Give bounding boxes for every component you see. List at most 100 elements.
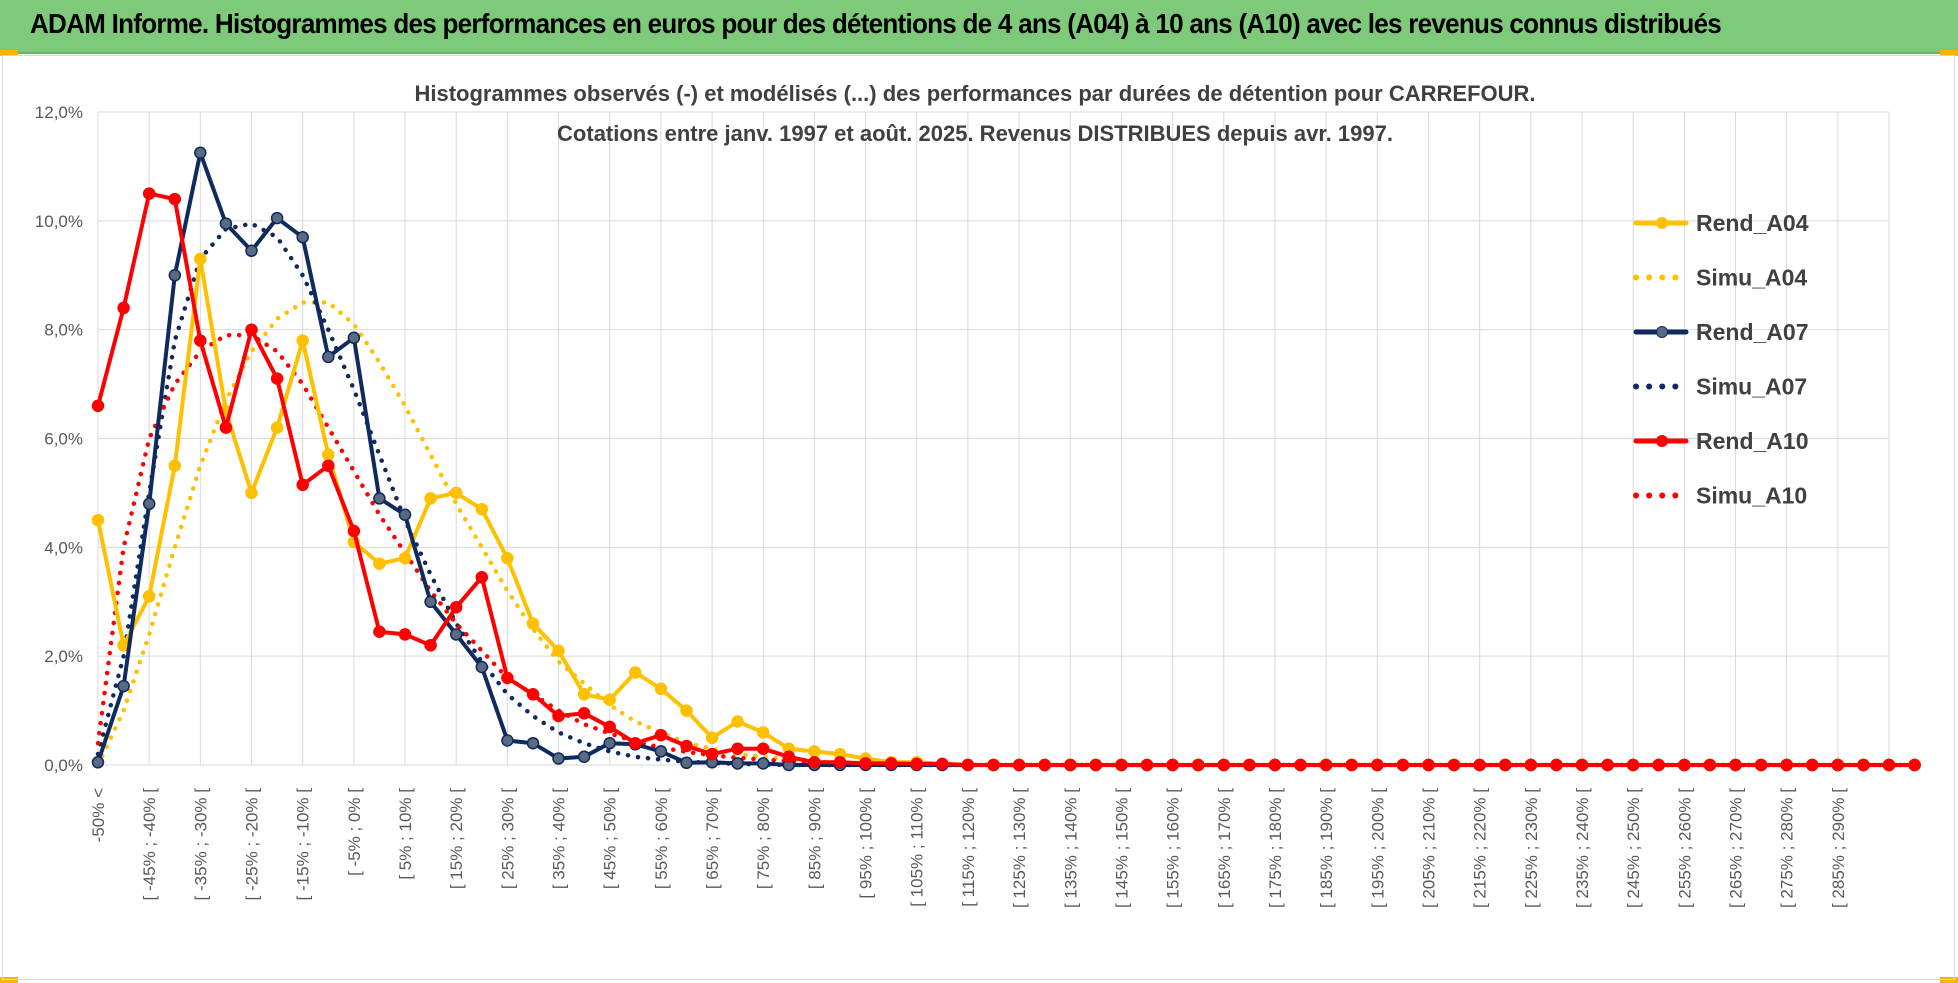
legend-marker (1656, 326, 1668, 338)
x-tick-label: [ 55% ; 60% [ (652, 788, 671, 889)
data-point-Rend_A07 (322, 350, 335, 364)
data-point-Rend_A07 (296, 230, 309, 244)
chart-gridlines (97, 111, 1890, 766)
x-tick-label: [ -25% ; -20% [ (243, 788, 262, 901)
data-point-Rend_A04 (398, 551, 412, 565)
data-point-Rend_A10 (1012, 758, 1026, 772)
data-point-Rend_A07 (680, 756, 693, 770)
data-point-Rend_A04 (501, 551, 514, 565)
data-point-Rend_A10 (1243, 758, 1256, 772)
data-point-Rend_A07 (424, 595, 437, 609)
data-point-Rend_A07 (475, 660, 489, 674)
data-point-Rend_A04 (680, 704, 693, 717)
chart-legend: Rend_A04 Simu_A04 Rend_A07 Simu_A07 Rend_A10… (1633, 210, 1809, 509)
data-point-Rend_A10 (1319, 758, 1333, 772)
report-banner-title: ADAM Informe. Histogrammes des performan… (30, 8, 1722, 39)
data-point-Rend_A10 (1601, 758, 1614, 772)
legend-label-Rend_A04: Rend_A04 (1696, 210, 1809, 236)
legend-label-Rend_A10: Rend_A10 (1696, 428, 1808, 454)
data-point-Rend_A10 (168, 192, 182, 206)
chart-frame (2, 55, 1955, 980)
y-tick-label: 4,0% (44, 538, 83, 557)
data-point-Rend_A10 (577, 707, 591, 720)
data-point-Rend_A04 (245, 486, 258, 500)
data-point-Rend_A10 (808, 756, 821, 769)
data-point-Rend_A07 (756, 757, 770, 770)
data-point-Rend_A07 (347, 331, 361, 345)
x-tick-label: [ 95% ; 100% [ (857, 788, 876, 899)
data-point-Rend_A07 (449, 628, 463, 641)
x-tick-label: [ 185% ; 190% [ (1317, 788, 1336, 908)
x-tick-label: [ 155% ; 160% [ (1164, 788, 1183, 908)
corner-accent (1940, 50, 1958, 56)
x-tick-label: [ -35% ; -30% [ (191, 788, 210, 901)
data-point-Rend_A10 (629, 736, 642, 750)
y-tick-label: 10,0% (35, 212, 83, 231)
data-point-Rend_A10 (603, 720, 616, 734)
data-point-Rend_A10 (1064, 758, 1077, 772)
data-point-Rend_A07 (168, 269, 182, 282)
data-point-Rend_A10 (884, 757, 898, 770)
x-tick-label: [ 25% ; 30% [ (498, 788, 517, 889)
data-point-Rend_A04 (629, 666, 642, 679)
data-point-Rend_A04 (756, 726, 770, 739)
data-point-Rend_A04 (91, 513, 105, 527)
data-point-Rend_A07 (117, 679, 130, 693)
data-point-Rend_A10 (1038, 758, 1051, 772)
data-point-Rend_A10 (501, 671, 514, 685)
x-tick-label: [ -15% ; -10% [ (294, 788, 313, 901)
data-point-Rend_A04 (552, 644, 565, 657)
data-point-Rend_A10 (731, 742, 744, 755)
x-tick-label: [ 165% ; 170% [ (1215, 788, 1234, 908)
data-point-Rend_A10 (1908, 758, 1921, 772)
data-point-Rend_A10 (1831, 758, 1845, 772)
data-point-Rend_A10 (1729, 758, 1742, 772)
series-line-Rend_A04 (96, 256, 1917, 767)
data-point-Rend_A10 (1115, 758, 1128, 772)
data-point-Rend_A10 (1217, 758, 1231, 772)
data-point-Rend_A07 (501, 734, 514, 747)
data-point-Rend_A07 (245, 244, 258, 258)
data-point-Rend_A10 (1882, 758, 1896, 772)
data-point-Rend_A10 (1524, 758, 1538, 772)
x-tick-label: [ 205% ; 210% [ (1419, 788, 1438, 908)
data-point-Rend_A10 (1498, 758, 1512, 772)
data-point-Rend_A10 (1703, 758, 1717, 772)
x-tick-label: [ 15% ; 20% [ (447, 788, 466, 889)
data-point-Rend_A04 (142, 590, 156, 603)
data-point-Rend_A10 (117, 301, 130, 315)
data-point-Rend_A10 (373, 625, 386, 638)
data-point-Rend_A07 (219, 217, 233, 230)
data-point-Rend_A10 (194, 334, 207, 347)
data-point-Rend_A10 (936, 757, 949, 771)
data-point-Rend_A10 (782, 750, 796, 764)
data-point-Rend_A10 (526, 688, 540, 701)
data-point-Rend_A07 (526, 736, 540, 750)
data-point-Rend_A07 (373, 492, 386, 505)
data-point-Rend_A07 (91, 756, 105, 769)
data-point-Rend_A07 (731, 757, 744, 770)
x-tick-label: [ 135% ; 140% [ (1061, 788, 1080, 908)
x-tick-label: [ -5% ; 0% [ (345, 788, 364, 876)
data-point-Rend_A10 (1166, 758, 1179, 772)
data-point-Rend_A10 (91, 399, 105, 413)
data-point-Rend_A04 (373, 557, 386, 570)
x-tick-label: [ 125% ; 130% [ (1010, 788, 1029, 908)
data-point-Rend_A10 (705, 747, 719, 761)
x-tick-label: [ 225% ; 230% [ (1522, 788, 1541, 908)
x-tick-label: [ 75% ; 80% [ (754, 788, 773, 889)
data-point-Rend_A07 (142, 497, 156, 511)
x-tick-label: [ 115% ; 120% [ (959, 788, 978, 907)
chart-series (91, 146, 1921, 772)
data-point-Rend_A10 (245, 323, 258, 336)
data-point-Rend_A10 (1575, 758, 1589, 772)
data-point-Rend_A10 (322, 459, 335, 472)
data-point-Rend_A10 (1857, 758, 1870, 772)
series-line-Rend_A07 (96, 150, 1917, 767)
x-tick-label: [ 85% ; 90% [ (805, 788, 824, 889)
x-tick-label: [ 265% ; 270% [ (1726, 788, 1745, 908)
data-point-Rend_A10 (961, 758, 975, 772)
x-tick-label: -50% < (89, 788, 108, 842)
data-point-Rend_A10 (219, 421, 233, 434)
data-point-Rend_A04 (654, 682, 668, 696)
